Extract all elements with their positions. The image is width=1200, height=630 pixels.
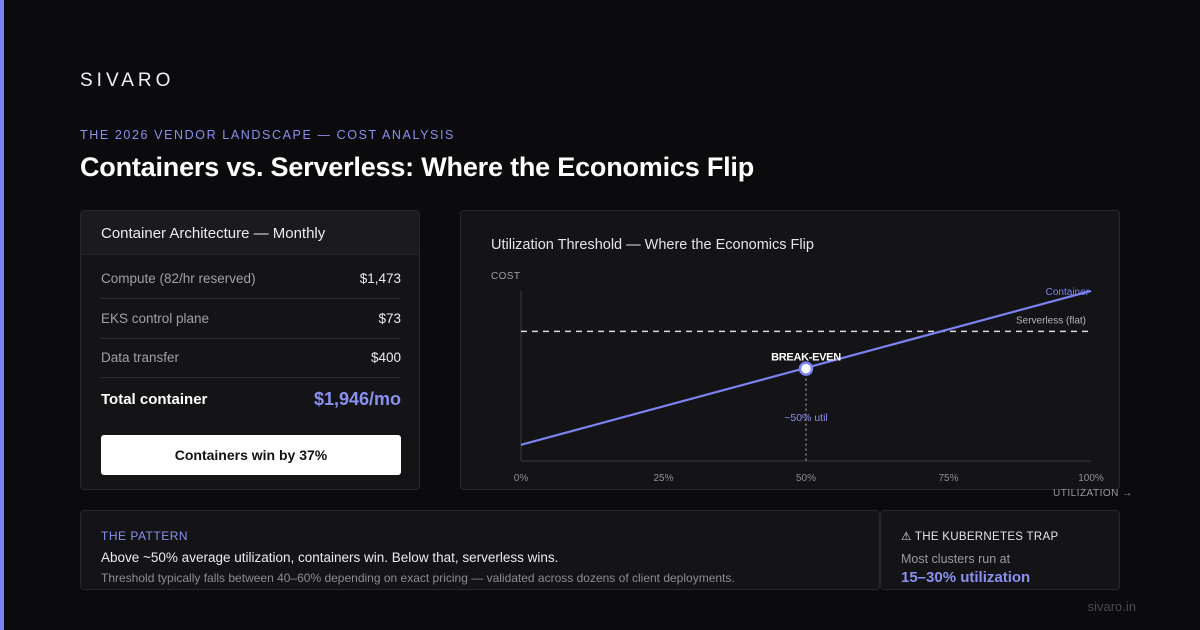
accent-bar bbox=[0, 0, 4, 630]
utilization-chart: Utilization Threshold — Where the Econom… bbox=[491, 237, 1104, 484]
cost-total-label: Total container bbox=[101, 391, 208, 408]
page-kicker: THE 2026 VENDOR LANDSCAPE — COST ANALYSI… bbox=[80, 128, 455, 142]
trap-kicker: ⚠ THE KUBERNETES TRAP bbox=[901, 531, 1059, 543]
cost-row-value: $1,473 bbox=[359, 271, 401, 286]
cost-row: Compute (82/hr reserved) $1,473 bbox=[101, 259, 401, 299]
x-tick-label: 0% bbox=[514, 473, 529, 484]
pattern-kicker: THE PATTERN bbox=[101, 529, 189, 543]
x-tick-label: 100% bbox=[1078, 473, 1104, 484]
cost-row-label: Compute (82/hr reserved) bbox=[101, 271, 256, 286]
cost-row-label: Data transfer bbox=[101, 350, 180, 365]
break-even-label: BREAK-EVEN bbox=[771, 352, 841, 364]
chart-panel: Utilization Threshold — Where the Econom… bbox=[460, 210, 1120, 490]
x-tick-label: 25% bbox=[653, 473, 673, 484]
cost-total-value: $1,946/mo bbox=[313, 389, 401, 409]
trap-value: 15–30% utilization bbox=[901, 569, 1031, 586]
trap-panel: ⚠ THE KUBERNETES TRAP Most clusters run … bbox=[880, 510, 1120, 590]
x-tick-label: 50% bbox=[796, 473, 816, 484]
pattern-panel: THE PATTERN Above ~50% average utilizati… bbox=[80, 510, 880, 590]
site-domain: sivaro.in bbox=[1087, 599, 1136, 614]
cost-total: Total container $1,946/mo bbox=[101, 389, 401, 410]
cost-card-title: Container Architecture — Monthly bbox=[81, 211, 419, 255]
pattern-sub: Threshold typically falls between 40–60%… bbox=[101, 571, 735, 585]
cost-card: Container Architecture — Monthly Compute… bbox=[80, 210, 420, 490]
brand-logo: SIVARO bbox=[80, 70, 175, 91]
cost-row-label: EKS control plane bbox=[101, 311, 210, 326]
page-title: Containers vs. Serverless: Where the Eco… bbox=[80, 152, 755, 182]
pattern-main: Above ~50% average utilization, containe… bbox=[101, 550, 559, 565]
break-even-util-label: ~50% util bbox=[784, 412, 828, 424]
trap-main: Most clusters run at bbox=[901, 552, 1011, 566]
series-label-serverless: Serverless (flat) bbox=[1016, 315, 1086, 326]
break-even-point bbox=[798, 361, 814, 376]
verdict-badge: Containers win by 37% bbox=[101, 435, 401, 475]
cost-row-value: $73 bbox=[378, 311, 401, 326]
cost-row: EKS control plane $73 bbox=[101, 299, 401, 339]
chart-title: Utilization Threshold — Where the Econom… bbox=[491, 237, 814, 253]
y-axis-label: COST bbox=[491, 271, 520, 282]
x-tick-label: 75% bbox=[938, 473, 958, 484]
cost-row-value: $400 bbox=[370, 350, 401, 365]
series-label-container: Container bbox=[1046, 287, 1090, 298]
x-axis-label: UTILIZATION → bbox=[1053, 488, 1133, 499]
cost-row: Data transfer $400 bbox=[101, 338, 401, 378]
